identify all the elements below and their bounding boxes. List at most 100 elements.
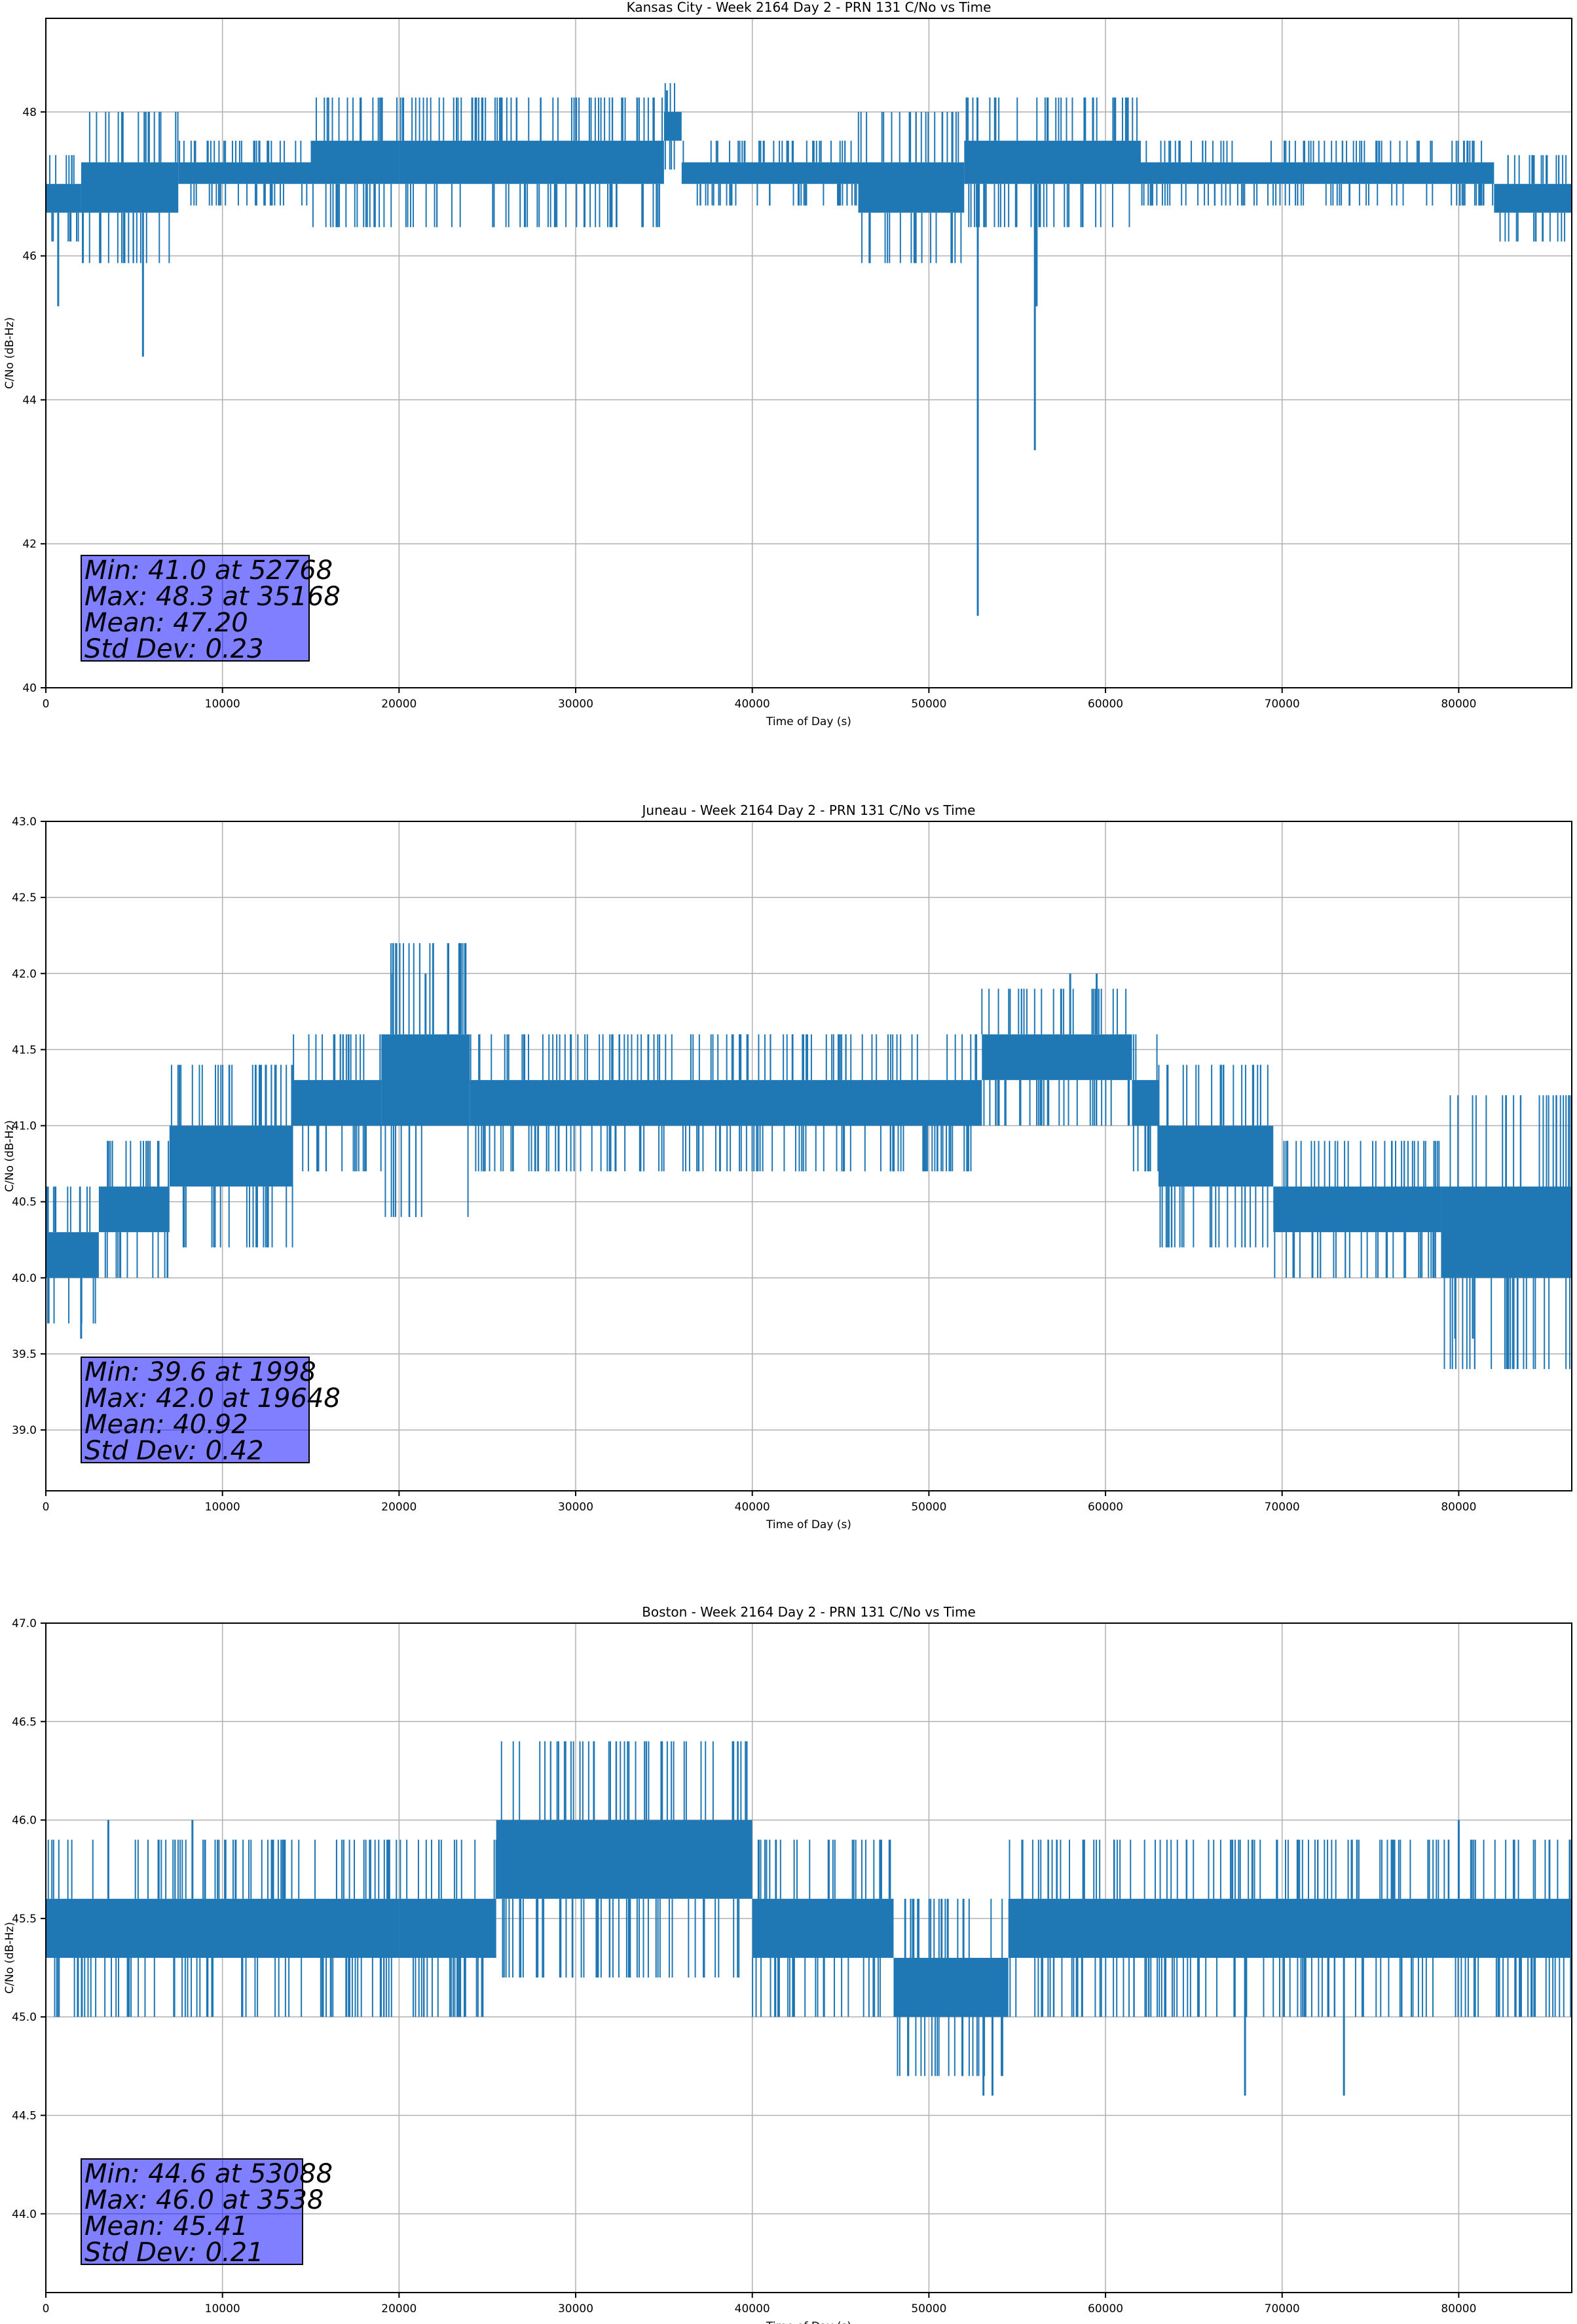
- series-0: [46, 943, 1572, 1370]
- y-tick-label: 42: [22, 538, 37, 551]
- series-band: [470, 1079, 982, 1126]
- series-band: [46, 1898, 399, 1958]
- x-tick-label: 50000: [911, 2302, 946, 2315]
- series-band: [399, 140, 664, 184]
- series-band: [293, 1079, 382, 1126]
- series-band: [46, 1232, 99, 1278]
- chart-2: 0 10000 20000 30000 40000 50000 60000 70000 8000…: [3, 1604, 1572, 2324]
- x-axis-label: Time of Day (s): [766, 1518, 851, 1531]
- stats-box: Min: 39.6 at 1998 Max: 42.0 at 19648 Mean:…: [81, 1357, 341, 1466]
- plot-frame: [45, 1622, 1572, 2293]
- series-0: [46, 1741, 1572, 2096]
- y-tick-label: 43.0: [12, 815, 37, 829]
- series-band: [982, 1034, 1132, 1080]
- series-band: [310, 140, 399, 184]
- stats-line: Std Dev: 0.42: [84, 1436, 264, 1466]
- y-tick-label: 40: [22, 682, 37, 695]
- stats-line: Min: 39.6 at 1998: [84, 1357, 316, 1387]
- y-tick-label: 46.5: [12, 1715, 37, 1729]
- y-tick-label: 48: [22, 106, 37, 119]
- series-band: [752, 1898, 894, 1958]
- stats-line: Std Dev: 0.23: [84, 634, 264, 664]
- stats-box: Min: 41.0 at 52768 Max: 48.3 at 35168 Mean…: [81, 555, 341, 664]
- series-band: [1441, 1186, 1572, 1278]
- x-tick-label: 30000: [558, 698, 593, 711]
- series-band: [681, 162, 859, 184]
- plot-frame: [45, 18, 1572, 688]
- series-band: [964, 140, 1141, 184]
- series-band: [1273, 1186, 1441, 1233]
- series-band: [1158, 1125, 1274, 1187]
- chart-title: Boston - Week 2164 Day 2 - PRN 131 C/No …: [642, 1604, 976, 1620]
- x-tick-label: 10000: [205, 698, 240, 711]
- x-tick-label: 0: [43, 2302, 50, 2315]
- y-axis-label: C/No (dB-Hz): [3, 1922, 16, 1994]
- x-tick-label: 40000: [735, 2302, 770, 2315]
- series-band: [81, 162, 179, 213]
- x-tick-label: 20000: [381, 1501, 417, 1514]
- series-band: [98, 1186, 170, 1233]
- x-tick-label: 60000: [1088, 2302, 1123, 2315]
- series-band: [663, 111, 682, 141]
- y-axis-label: C/No (dB-Hz): [3, 1120, 16, 1192]
- x-tick-label: 60000: [1088, 698, 1123, 711]
- chart-title: Juneau - Week 2164 Day 2 - PRN 131 C/No …: [641, 802, 976, 818]
- y-tick-label: 46.0: [12, 1814, 37, 1827]
- x-tick-label: 20000: [381, 698, 417, 711]
- x-tick-label: 30000: [558, 1501, 593, 1514]
- stats-line: Mean: 45.41: [84, 2211, 248, 2241]
- chart-0: 0 10000 20000 30000 40000 50000 60000 70000 8000…: [3, 0, 1572, 728]
- y-tick-label: 41.0: [12, 1120, 37, 1133]
- y-tick-label: 39.0: [12, 1424, 37, 1437]
- stats-line: Mean: 47.20: [84, 608, 248, 638]
- x-tick-label: 40000: [735, 698, 770, 711]
- y-tick-label: 44.5: [12, 2109, 37, 2122]
- x-tick-label: 80000: [1441, 1501, 1476, 1514]
- stats-line: Min: 44.6 at 53088: [84, 2159, 333, 2189]
- x-axis-label: Time of Day (s): [766, 2320, 851, 2324]
- stats-line: Max: 48.3 at 35168: [84, 582, 341, 612]
- chart-title: Kansas City - Week 2164 Day 2 - PRN 131 …: [627, 0, 992, 15]
- y-tick-label: 44.0: [12, 2208, 37, 2221]
- y-axis-label: C/No (dB-Hz): [3, 317, 16, 389]
- x-tick-label: 70000: [1265, 1501, 1300, 1514]
- y-tick-label: 40.5: [12, 1196, 37, 1209]
- y-tick-label: 40.0: [12, 1272, 37, 1285]
- stats-line: Mean: 40.92: [84, 1410, 248, 1440]
- stats-line: Std Dev: 0.21: [84, 2238, 264, 2268]
- series-band: [1140, 162, 1494, 184]
- y-tick-label: 42.0: [12, 967, 37, 981]
- series-band: [381, 1034, 470, 1126]
- x-tick-label: 40000: [735, 1501, 770, 1514]
- stats-line: Max: 42.0 at 19648: [84, 1383, 341, 1414]
- x-tick-label: 50000: [911, 698, 946, 711]
- series-band: [858, 162, 965, 213]
- x-tick-label: 30000: [558, 2302, 593, 2315]
- x-tick-label: 70000: [1265, 698, 1300, 711]
- x-tick-label: 80000: [1441, 2302, 1476, 2315]
- series-band: [178, 162, 311, 184]
- x-tick-label: 0: [43, 698, 50, 711]
- x-tick-label: 50000: [911, 1501, 946, 1514]
- series-band: [46, 183, 81, 213]
- y-tick-label: 45.0: [12, 2011, 37, 2024]
- chart-1: 0 10000 20000 30000 40000 50000 60000 70000 8000…: [3, 802, 1572, 1531]
- x-tick-label: 70000: [1265, 2302, 1300, 2315]
- series-band: [1008, 1898, 1572, 1958]
- series-band: [169, 1125, 293, 1187]
- x-tick-label: 10000: [205, 2302, 240, 2315]
- series-band: [1132, 1079, 1159, 1126]
- y-tick-label: 47.0: [12, 1617, 37, 1630]
- stats-line: Min: 41.0 at 52768: [84, 555, 333, 586]
- stats-line: Max: 46.0 at 3538: [84, 2185, 324, 2215]
- plot-frame: [45, 821, 1572, 1491]
- x-tick-label: 20000: [381, 2302, 417, 2315]
- y-tick-label: 39.5: [12, 1348, 37, 1361]
- series-band: [1494, 183, 1572, 213]
- series-0: [46, 83, 1572, 616]
- y-tick-label: 46: [22, 250, 37, 263]
- series-band: [399, 1898, 496, 1958]
- x-tick-label: 0: [43, 1501, 50, 1514]
- x-axis-label: Time of Day (s): [766, 715, 851, 728]
